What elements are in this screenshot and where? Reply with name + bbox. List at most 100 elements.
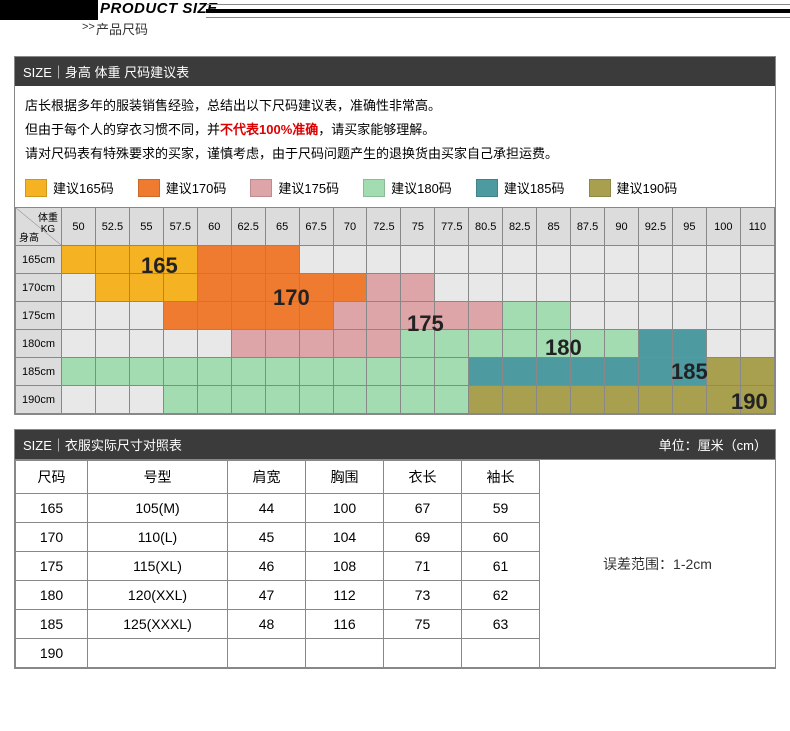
measurement-section: SIZE｜衣服实际尺寸对照表 单位：厘米（cm） 尺码号型肩宽胸围衣长袖长165…: [14, 429, 776, 669]
weight-header: 87.5: [571, 208, 605, 246]
grid-cell: [537, 358, 571, 386]
grid-cell: [571, 330, 605, 358]
header-title-en: PRODUCT SIZE: [100, 0, 218, 17]
grid-cell: [503, 302, 537, 330]
grid-cell: [740, 274, 774, 302]
grid-cell: [537, 246, 571, 274]
grid-cell: [571, 302, 605, 330]
weight-header: 85: [537, 208, 571, 246]
legend-swatch: [476, 179, 498, 197]
meas-cell: 105(M): [88, 494, 228, 523]
grid-cell: [638, 330, 672, 358]
intro-line3: 请对尺码表有特殊要求的买家，谨慎考虑，由于尺码问题产生的退换货由买家自己承担运费…: [25, 142, 765, 166]
grid-cell: [638, 246, 672, 274]
grid-cell: [571, 386, 605, 414]
meas-cell: 60: [462, 523, 540, 552]
meas-col-header: 衣长: [384, 461, 462, 494]
header-title-zh: 产品尺码: [96, 19, 148, 38]
section2-unit: 单位：厘米（cm）: [659, 435, 767, 454]
meas-cell: [88, 639, 228, 668]
grid-cell: [706, 302, 740, 330]
legend-swatch: [138, 179, 160, 197]
grid-cell: [537, 274, 571, 302]
grid-cell: [401, 330, 435, 358]
grid-cell: [265, 330, 299, 358]
grid-cell: [367, 358, 401, 386]
grid-cell: [435, 274, 469, 302]
grid-cell: [503, 246, 537, 274]
grid-cell: [62, 302, 96, 330]
intro-text: 店长根据多年的服装销售经验，总结出以下尺码建议表，准确性非常高。 但由于每个人的…: [15, 86, 775, 174]
grid-cell: [435, 358, 469, 386]
legend-swatch: [363, 179, 385, 197]
legend-item: 建议190码: [589, 178, 678, 197]
meas-cell: [462, 639, 540, 668]
grid-cell: [503, 274, 537, 302]
grid-cell: [740, 330, 774, 358]
legend-swatch: [25, 179, 47, 197]
grid-cell: [503, 358, 537, 386]
grid-cell: [163, 358, 197, 386]
weight-header: 65: [265, 208, 299, 246]
meas-cell: 115(XL): [88, 552, 228, 581]
grid-cell: [333, 302, 367, 330]
grid-cell: [163, 330, 197, 358]
height-header: 190cm: [16, 386, 62, 414]
header-rules: [206, 4, 790, 18]
meas-col-header: 号型: [88, 461, 228, 494]
grid-cell: [299, 358, 333, 386]
grid-cell: [299, 302, 333, 330]
meas-cell: 48: [228, 610, 306, 639]
meas-cell: 112: [306, 581, 384, 610]
grid-cell: [231, 274, 265, 302]
grid-cell: [197, 246, 231, 274]
grid-cell: [706, 386, 740, 414]
grid-cell: [367, 246, 401, 274]
header-accent-bar: [0, 0, 98, 20]
grid-cell: [435, 330, 469, 358]
grid-cell: [231, 246, 265, 274]
grid-cell: [503, 330, 537, 358]
meas-cell: 165: [16, 494, 88, 523]
grid-cell: [95, 358, 129, 386]
grid-cell: [401, 246, 435, 274]
grid-cell: [672, 386, 706, 414]
grid-cell: [740, 358, 774, 386]
section2-title: SIZE｜衣服实际尺寸对照表: [23, 435, 182, 454]
meas-cell: 47: [228, 581, 306, 610]
grid-cell: [129, 302, 163, 330]
meas-cell: [384, 639, 462, 668]
meas-cell: 61: [462, 552, 540, 581]
meas-col-header: 胸围: [306, 461, 384, 494]
height-header: 185cm: [16, 358, 62, 386]
meas-cell: 175: [16, 552, 88, 581]
meas-cell: 170: [16, 523, 88, 552]
legend-swatch: [250, 179, 272, 197]
weight-header: 67.5: [299, 208, 333, 246]
height-header: 175cm: [16, 302, 62, 330]
grid-cell: [333, 246, 367, 274]
header-arrows: >>: [82, 21, 95, 33]
meas-cell: 100: [306, 494, 384, 523]
weight-header: 52.5: [95, 208, 129, 246]
grid-cell: [401, 358, 435, 386]
weight-header: 72.5: [367, 208, 401, 246]
meas-cell: 59: [462, 494, 540, 523]
size-recommendation-section: SIZE｜身高 体重 尺码建议表 店长根据多年的服装销售经验，总结出以下尺码建议…: [14, 56, 776, 415]
grid-cell: [333, 330, 367, 358]
grid-cell: [638, 274, 672, 302]
grid-cell: [672, 330, 706, 358]
grid-cell: [672, 302, 706, 330]
grid-cell: [231, 302, 265, 330]
grid-cell: [367, 386, 401, 414]
weight-header: 70: [333, 208, 367, 246]
meas-cell: [228, 639, 306, 668]
meas-cell: 45: [228, 523, 306, 552]
meas-cell: 190: [16, 639, 88, 668]
grid-cell: [672, 274, 706, 302]
meas-cell: 116: [306, 610, 384, 639]
legend-label: 建议175码: [278, 178, 339, 197]
meas-cell: 180: [16, 581, 88, 610]
weight-header: 80.5: [469, 208, 503, 246]
weight-header: 60: [197, 208, 231, 246]
